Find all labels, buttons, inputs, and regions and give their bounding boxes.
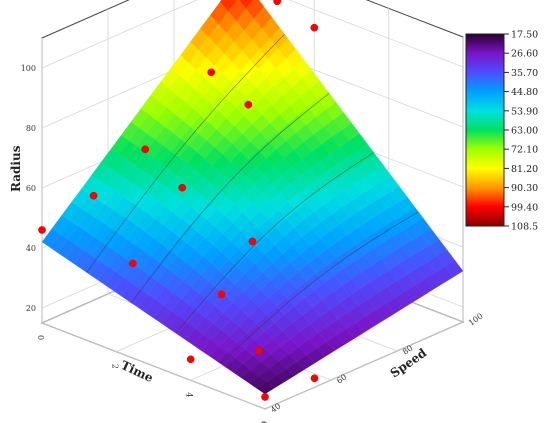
surface-contour (86, 33, 285, 273)
colorbar-label: 44.80 (511, 87, 538, 98)
surface-cell (220, 0, 237, 12)
data-point (273, 0, 282, 6)
data-point (89, 191, 98, 200)
colorbar-label: 72.10 (511, 145, 538, 156)
surface-contour (130, 93, 330, 304)
surface-mesh (41, 0, 464, 395)
z-tick-label: 100 (21, 64, 36, 73)
colorbar-label: 63.00 (511, 126, 538, 137)
surface-cell (228, 0, 247, 21)
colorbar-label: 17.50 (511, 30, 538, 41)
surface-cell (245, 0, 265, 19)
data-point (261, 393, 269, 401)
y-gridline (41, 38, 266, 410)
colorbar-gradient (465, 33, 505, 227)
data-point (38, 226, 46, 234)
surface-contour (220, 211, 419, 364)
z-tick-label: 40 (26, 244, 36, 253)
data-points (38, 0, 319, 401)
tick-labels: 204060801000246406080100 (21, 64, 485, 423)
colorbar-label: 35.70 (511, 68, 538, 79)
x-tick-label: 2 (110, 364, 119, 369)
z-tick-label: 60 (26, 184, 36, 193)
data-point (310, 23, 319, 32)
data-point (217, 290, 226, 299)
colorbar-label: 53.90 (511, 106, 538, 117)
data-point (178, 183, 187, 192)
z-tick-label: 20 (26, 304, 36, 313)
z-tick-label: 80 (26, 124, 36, 133)
colorbar-label: 99.40 (511, 202, 538, 213)
colorbar-label: 81.20 (511, 164, 538, 175)
data-point (186, 355, 195, 364)
z-axis-title: Radius (9, 145, 23, 192)
x-tick-label: 0 (36, 335, 45, 340)
data-point (244, 100, 253, 109)
x-tick-label: 4 (185, 392, 194, 397)
data-point (207, 68, 216, 77)
colorbar-label: 90.30 (511, 183, 538, 194)
x-tick-label: 6 (259, 421, 268, 423)
colorbar: 17.50 26.60 35.70 44.80 53.90 63.00 72.10 81.20… (465, 30, 538, 233)
data-point (310, 374, 319, 383)
surface-cell (239, 0, 253, 9)
data-point (141, 145, 150, 154)
y-tick-label: 100 (467, 312, 485, 328)
data-point (128, 259, 137, 268)
colorbar-label: 108.5 (511, 222, 538, 233)
surface-contour (175, 152, 374, 334)
data-point (254, 346, 263, 355)
colorbar-label: 26.60 (511, 49, 538, 60)
data-point (248, 237, 257, 246)
